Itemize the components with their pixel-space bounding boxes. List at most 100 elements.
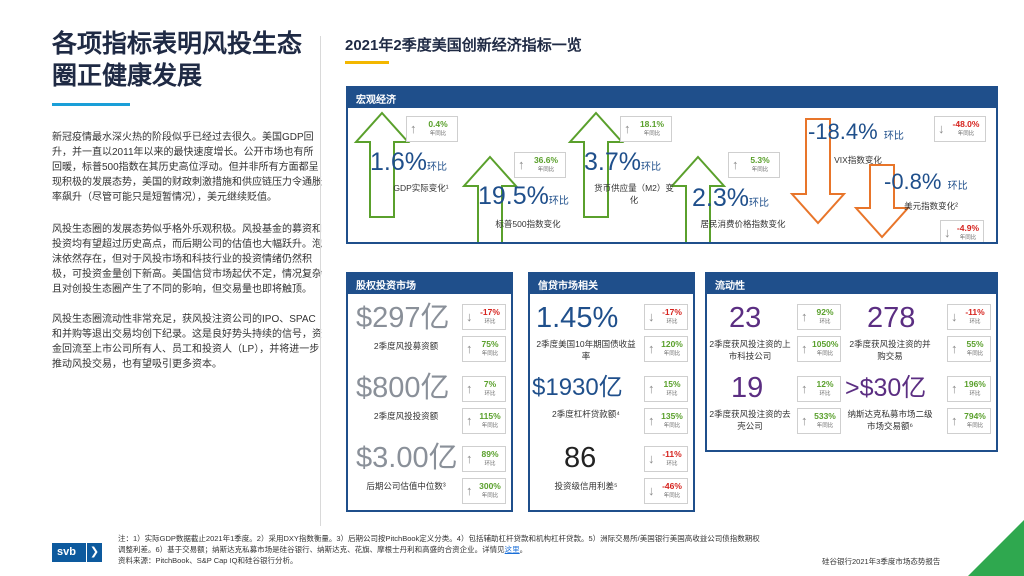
equity-investment-value: $800亿 [356, 372, 450, 404]
logo-text: svb [57, 546, 76, 558]
down-arrow-icon: ↓ [944, 225, 951, 240]
up-arrow-icon: ↑ [951, 413, 958, 428]
intro-paragraph-2: 风投生态圈的发展态势似乎格外乐观积极。风投基金的募资和投资均有望超过历史高点，而… [52, 224, 322, 295]
up-arrow-icon: ↑ [466, 451, 473, 466]
liquidity-panel-header: 流动性 [707, 274, 996, 294]
credit-leveraged-loans-yoy-chip: ↑ 135% 年同比 [644, 408, 688, 434]
gdp-yoy-chip: ↑ 0.4% 年同比 [406, 116, 458, 142]
chip-sub: 环比 [666, 319, 678, 325]
footnote-line-2: 调整利差。6）基于交易额；纳斯达克私募市场是硅谷银行、纳斯达克、花旗、摩根士丹利… [118, 545, 528, 554]
equity-fundraising-qoq-chip: ↓ -17% 环比 [462, 304, 506, 330]
chevron-right-icon: ❯ [86, 543, 102, 562]
chip-sub: 年同比 [957, 131, 975, 137]
up-arrow-icon: ↑ [518, 157, 525, 172]
credit-leveraged-loans-label: 2季度杠杆贷款额⁴ [552, 409, 620, 419]
chip-value: 115% [479, 411, 501, 421]
cpi-yoy-chip: ↑ 5.3% 年同比 [728, 152, 780, 178]
credit-leveraged-loans-value: $1930亿 [532, 374, 623, 401]
chip-value: 196% [964, 379, 986, 389]
infographic-title: 2021年2季度美国创新经济指标一览 [345, 37, 582, 54]
vix-yoy-chip: ↓ -48.0% 年同比 [934, 116, 986, 142]
up-arrow-icon: ↑ [648, 413, 655, 428]
credit-treasury-value: 1.45% [536, 302, 619, 334]
chip-value: 36.6% [533, 155, 559, 165]
macro-panel-header: 宏观经济 [348, 88, 996, 108]
liq-ipo-qoq-chip: ↑ 92% 环比 [797, 304, 841, 330]
equity-investment-qoq-chip: ↑ 7% 环比 [462, 376, 506, 402]
liq-spac-qoq-chip: ↑ 12% 环比 [797, 376, 841, 402]
down-arrow-icon: ↓ [938, 121, 945, 136]
credit-spread-yoy-chip: ↓ -46% 年同比 [644, 478, 688, 504]
liq-ipo-yoy-chip: ↑ 1050% 年同比 [797, 336, 841, 362]
up-arrow-icon: ↑ [732, 157, 739, 172]
chip-value: 7% [483, 379, 497, 389]
down-arrow-icon: ↓ [466, 309, 473, 324]
chip-value: 89% [481, 449, 499, 459]
chip-value: 0.4% [428, 119, 448, 129]
liq-spac-value: 19 [731, 372, 764, 404]
down-arrow-icon: ↓ [951, 309, 958, 324]
up-arrow-icon: ↑ [410, 121, 417, 136]
chip-value: 15% [663, 379, 681, 389]
up-arrow-icon: ↑ [951, 381, 958, 396]
equity-panel: 股权投资市场 $297亿 2季度风投募资额 ↓ -17% 环比 ↑ 75% 年同比 $8… [346, 272, 513, 512]
chip-value: 300% [479, 481, 501, 491]
down-arrow-icon: ↓ [648, 483, 655, 498]
credit-treasury-yoy-chip: ↑ 120% 年同比 [644, 336, 688, 362]
m2-label: 货币供应量（M2）变化 [594, 183, 674, 205]
chip-sub: 环比 [666, 461, 678, 467]
equity-investment-yoy-chip: ↑ 115% 年同比 [462, 408, 506, 434]
gdp-label: GDP实际变化¹ [393, 183, 449, 193]
chip-value: -48.0% [952, 119, 980, 129]
liq-ma-yoy-chip: ↑ 55% 年同比 [947, 336, 991, 362]
vix-down-arrow-icon [789, 118, 847, 225]
chip-sub: 年同比 [643, 131, 661, 137]
chip-value: -46% [662, 481, 682, 491]
svb-logo: svb ❯ [52, 543, 102, 562]
page-title: 各项指标表明风投生态圈正健康发展 [52, 30, 303, 90]
chip-sub: 环比 [484, 391, 496, 397]
chip-sub: 年同比 [663, 423, 681, 429]
up-arrow-icon: ↑ [648, 381, 655, 396]
liquidity-panel: 流动性 23 2季度获风投注资的上市科技公司 ↑ 92% 环比 ↑ 1050% 年同比 … [705, 272, 998, 452]
title-underline [52, 103, 130, 106]
chip-value: -17% [662, 307, 682, 317]
liq-nasdaq-yoy-chip: ↑ 794% 年同比 [947, 408, 991, 434]
up-arrow-icon: ↑ [801, 309, 808, 324]
equity-fundraising-value: $297亿 [356, 302, 450, 334]
credit-treasury-qoq-chip: ↓ -17% 环比 [644, 304, 688, 330]
usd-value: -0.8% 环比 [884, 169, 968, 194]
up-arrow-icon: ↑ [951, 341, 958, 356]
up-arrow-icon: ↑ [801, 341, 808, 356]
macro-panel: 宏观经济 1.6%环比 GDP实际变化¹ ↑ 0.4% 年同比 19.5%环比 … [346, 86, 998, 244]
liq-nasdaq-qoq-chip: ↑ 196% 环比 [947, 376, 991, 402]
up-arrow-icon: ↑ [648, 341, 655, 356]
credit-spread-qoq-chip: ↓ -11% 环比 [644, 446, 688, 472]
cpi-up-arrow-icon [669, 155, 727, 242]
chip-sub: 年同比 [816, 423, 834, 429]
up-arrow-icon: ↑ [624, 121, 631, 136]
chip-sub: 环比 [666, 391, 678, 397]
up-arrow-icon: ↑ [466, 413, 473, 428]
gdp-up-arrow-icon [353, 111, 411, 218]
equity-investment-label: 2季度风投投资额 [373, 411, 439, 421]
liq-ma-label: 2季度获风投注资的并购交易 [849, 339, 931, 361]
chip-value: 55% [966, 339, 984, 349]
chip-sub: 环比 [969, 319, 981, 325]
equity-fundraising-label: 2季度风投募资额 [373, 341, 439, 351]
chip-sub: 环比 [969, 391, 981, 397]
chip-sub: 年同比 [959, 235, 977, 241]
cpi-value: 2.3%环比 [692, 184, 769, 212]
intro-paragraph-3: 风投生态圈流动性非常充足，获风投注资公司的IPO、SPAC和并购等退出交易均创下… [52, 314, 322, 370]
vix-label: VIX指数变化 [834, 155, 882, 165]
liq-spac-label: 2季度获风投注资的去壳公司 [709, 409, 791, 431]
corner-decoration [968, 520, 1024, 576]
chip-value: 1050% [812, 339, 839, 349]
footnote-line-1: 注：1）实际GDP数据截止2021年1季度。2）采用DXY指数衡量。3）后期公司… [118, 534, 760, 543]
liq-nasdaq-value: >$30亿 [845, 374, 927, 402]
chip-value: 18.1% [639, 119, 665, 129]
equity-valuation-qoq-chip: ↑ 89% 环比 [462, 446, 506, 472]
chip-value: -4.9% [956, 223, 980, 233]
footnote-link[interactable]: 这里 [504, 545, 520, 554]
intro-paragraph-1: 新冠疫情最水深火热的阶段似乎已经过去很久。美国GDP回升，并一直以2011年以来… [52, 132, 322, 203]
